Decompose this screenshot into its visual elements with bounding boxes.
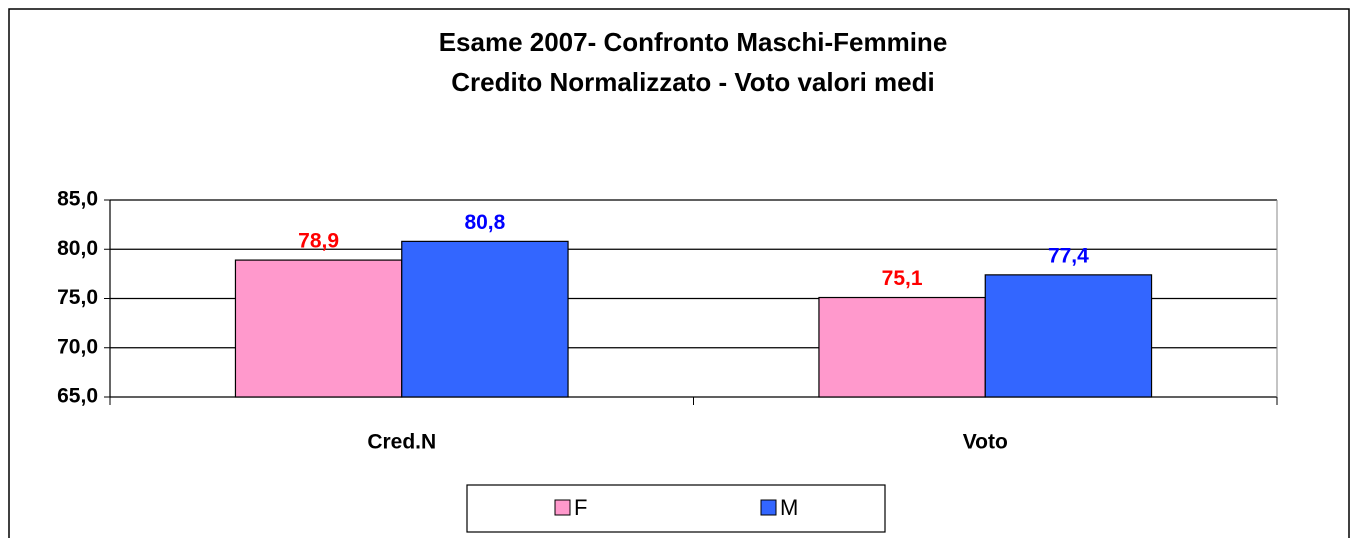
x-tick-label: Voto — [963, 431, 1008, 454]
y-tick-label: 85,0 — [57, 188, 98, 211]
value-label: 80,8 — [464, 211, 505, 234]
bar — [818, 296, 986, 398]
bar — [401, 240, 569, 398]
chart-title: Esame 2007- Confronto Maschi-Femmine — [439, 27, 948, 57]
y-tick-label: 75,0 — [57, 286, 98, 309]
legend-swatch — [554, 499, 571, 516]
bar — [984, 274, 1153, 398]
legend-label: F — [574, 495, 587, 520]
chart-subtitle: Credito Normalizzato - Voto valori medi — [451, 67, 934, 97]
y-tick-label: 65,0 — [57, 385, 98, 408]
value-label: 77,4 — [1048, 244, 1089, 267]
legend-box — [466, 484, 886, 533]
value-label: 78,9 — [298, 230, 339, 253]
value-label: 75,1 — [882, 267, 923, 290]
x-tick-label: Cred.N — [367, 431, 436, 454]
bar — [234, 259, 403, 398]
chart-border — [8, 8, 1350, 538]
y-tick-label: 70,0 — [57, 335, 98, 358]
y-tick-label: 80,0 — [57, 237, 98, 260]
legend-label: M — [780, 495, 798, 520]
legend-swatch — [760, 499, 777, 516]
